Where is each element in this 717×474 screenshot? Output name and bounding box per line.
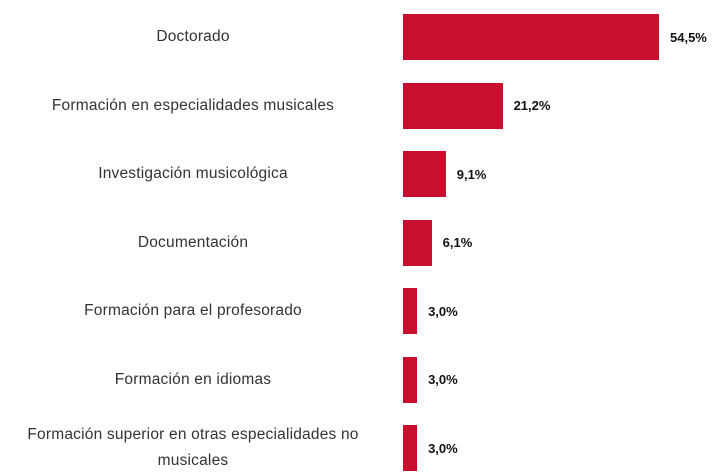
bar xyxy=(403,151,446,197)
value-label: 21,2% xyxy=(513,98,551,113)
category-label: Investigación musicológica xyxy=(98,165,288,182)
category-label: Formación en especialidades musicales xyxy=(51,96,335,114)
value-label: 3,0% xyxy=(428,440,458,456)
value-label: 9,1% xyxy=(456,166,487,182)
bar xyxy=(403,14,659,60)
bar xyxy=(403,82,503,129)
value-label: 3,0% xyxy=(428,372,458,387)
category-label: Formación superior en otras especialidad… xyxy=(27,426,359,469)
category-label: Formación para el profesorado xyxy=(84,302,302,319)
category-label: Formación en idiomas xyxy=(114,370,272,388)
category-label: Documentación xyxy=(137,233,249,251)
value-label: 6,1% xyxy=(442,235,473,250)
category-label: Doctorado xyxy=(156,28,230,45)
bar xyxy=(403,288,418,334)
bar xyxy=(403,219,432,266)
bar xyxy=(403,356,418,403)
bar xyxy=(403,425,418,471)
value-label: 3,0% xyxy=(428,303,458,319)
value-label: 54,5% xyxy=(670,29,707,45)
